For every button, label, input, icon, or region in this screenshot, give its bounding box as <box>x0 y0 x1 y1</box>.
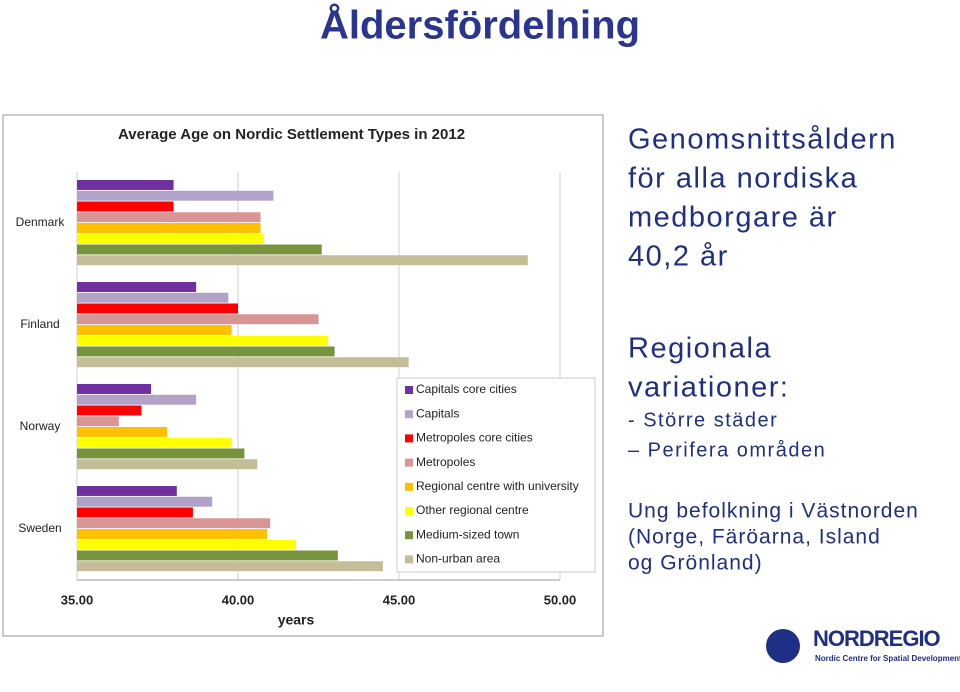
logo-tagline: Nordic Centre for Spatial Development <box>815 654 960 663</box>
logo-icon <box>766 629 800 663</box>
x-axis-label: years <box>278 612 315 628</box>
x-tick-label: 50.00 <box>544 592 577 607</box>
legend-swatch <box>405 507 413 515</box>
bar <box>77 357 409 368</box>
bar <box>77 539 296 550</box>
bar <box>77 405 142 416</box>
bar <box>77 325 232 335</box>
body-line: – Perifera områden <box>628 439 826 461</box>
body-line: Genomsnittsåldern <box>628 124 897 156</box>
bar <box>77 212 261 223</box>
bar <box>77 292 229 303</box>
legend-label: Capitals <box>416 406 459 420</box>
legend-label: Regional centre with university <box>416 479 579 493</box>
body-line: 40,2 år <box>628 241 729 273</box>
bar <box>77 223 261 233</box>
bar <box>77 233 264 244</box>
x-tick-label: 40.00 <box>222 592 255 607</box>
legend-swatch <box>405 386 413 394</box>
legend-label: Metropoles <box>416 455 475 469</box>
bar <box>77 384 152 394</box>
bar <box>77 496 213 507</box>
legend-swatch <box>405 531 413 540</box>
bar <box>77 448 245 459</box>
bar <box>77 459 258 470</box>
body-line: og Grönland) <box>628 552 763 575</box>
legend-swatch <box>405 555 413 564</box>
legend-label: Metropoles core cities <box>416 431 533 445</box>
bar <box>77 201 174 212</box>
bar <box>77 529 267 539</box>
bar <box>77 314 319 325</box>
bar <box>77 486 177 496</box>
bar <box>77 180 174 190</box>
legend-label: Non-urban area <box>416 552 500 566</box>
body-line: (Norge, Färöarna, Island <box>628 526 881 549</box>
slide-title: Åldersfördelning <box>320 3 640 48</box>
bar <box>77 427 168 437</box>
bar <box>77 416 119 427</box>
body-line: för alla nordiska <box>628 163 858 195</box>
legend-label: Medium-sized town <box>416 527 519 541</box>
body-line: medborgare är <box>628 202 838 234</box>
legend-swatch <box>405 482 413 491</box>
legend-swatch <box>405 410 413 419</box>
bar <box>77 561 383 572</box>
logo-name: NORDREGIO <box>813 626 941 651</box>
body-text: Genomsnittsåldern för alla nordiska medb… <box>628 124 919 575</box>
body-line: Ung befolkning i Västnorden <box>628 500 919 523</box>
bar <box>77 346 335 357</box>
y-tick-label: Sweden <box>18 521 61 535</box>
body-line: Regionala <box>628 333 772 365</box>
legend-box <box>396 377 596 573</box>
body-line: - Större städer <box>628 409 778 431</box>
bar <box>77 303 238 314</box>
legend-label: Other regional centre <box>416 503 529 517</box>
y-tick-label: Denmark <box>16 215 66 229</box>
bar <box>77 335 329 346</box>
bar <box>77 437 232 448</box>
bar <box>77 507 193 518</box>
bar <box>77 282 197 292</box>
bar <box>77 244 322 255</box>
body-line: variationer: <box>628 372 789 404</box>
y-tick-label: Norway <box>20 419 61 433</box>
x-tick-label: 35.00 <box>61 592 94 607</box>
bar <box>77 394 197 405</box>
x-tick-label: 45.00 <box>383 592 416 607</box>
bar <box>77 255 528 266</box>
legend-swatch <box>405 434 413 443</box>
legend-label: Capitals core cities <box>416 382 517 396</box>
legend-swatch <box>405 458 413 467</box>
bar <box>77 550 338 561</box>
bar <box>77 190 274 201</box>
bar <box>77 518 271 529</box>
chart-title: Average Age on Nordic Settlement Types i… <box>118 126 465 143</box>
y-tick-label: Finland <box>20 317 59 331</box>
